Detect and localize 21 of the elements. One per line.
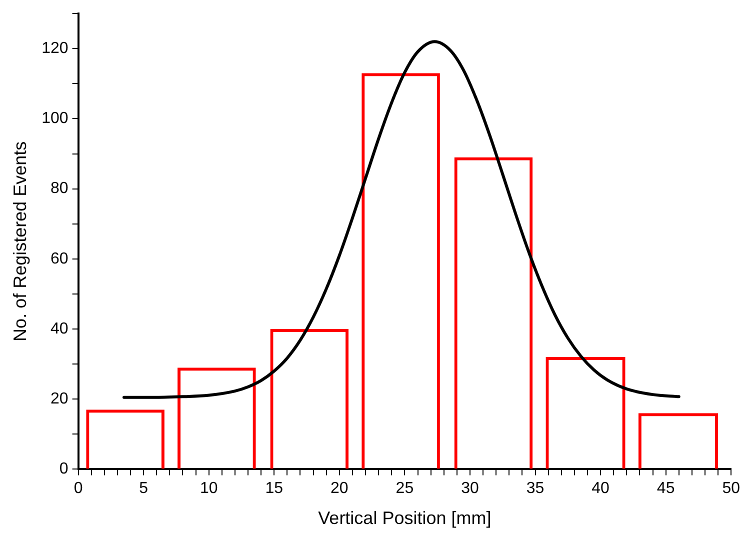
x-tick-label: 40 xyxy=(592,480,610,498)
x-tick-label: 15 xyxy=(265,480,284,498)
y-tick-label: 20 xyxy=(50,390,68,408)
x-tick-label: 10 xyxy=(200,480,218,498)
y-tick-label: 100 xyxy=(42,110,68,128)
x-tick-label: 45 xyxy=(656,480,675,498)
x-tick-label: 25 xyxy=(396,480,414,498)
line-series xyxy=(122,40,680,399)
y-tick-label: 60 xyxy=(50,250,68,268)
y-tick-label: 80 xyxy=(50,180,68,198)
y-tick-label: 40 xyxy=(50,320,68,338)
x-tick-label: 5 xyxy=(139,480,148,498)
x-tick-label: 35 xyxy=(526,480,544,498)
x-axis-title: Vertical Position [mm] xyxy=(318,508,492,528)
y-axis-title: No. of Registered Events xyxy=(10,141,30,342)
y-tick-label: 120 xyxy=(42,40,68,58)
x-tick-label: 50 xyxy=(722,480,740,498)
y-tick-label: 0 xyxy=(59,460,68,478)
x-tick-label: 0 xyxy=(74,480,83,498)
x-tick-label: 30 xyxy=(461,480,479,498)
x-tick-label: 20 xyxy=(330,480,348,498)
